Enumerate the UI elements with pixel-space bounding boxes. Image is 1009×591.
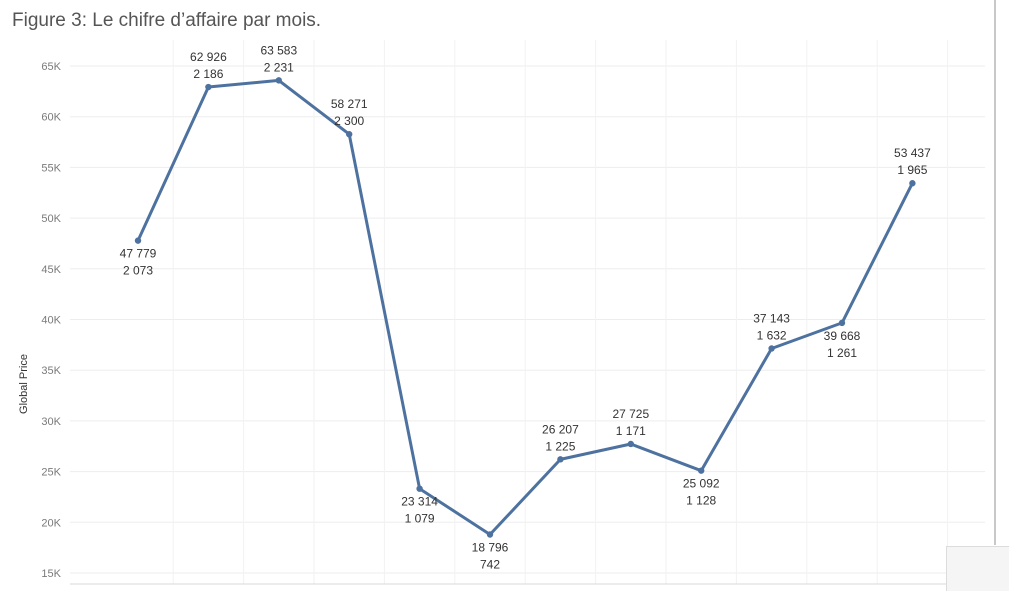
- data-label-count: 742: [480, 558, 500, 572]
- data-label-value: 62 926: [190, 50, 227, 64]
- y-tick-label: 40K: [41, 315, 61, 327]
- data-point: [275, 77, 282, 84]
- data-label-value: 18 796: [472, 541, 509, 555]
- y-tick-label: 60K: [41, 112, 61, 124]
- data-label-count: 1 225: [545, 439, 575, 453]
- data-label-count: 1 965: [897, 163, 927, 177]
- y-tick-label: 25K: [41, 467, 61, 479]
- data-point: [205, 83, 212, 91]
- y-tick-label: 15K: [41, 568, 61, 580]
- data-label-count: 1 632: [757, 328, 787, 342]
- chart-title: Figure 3: Le chifre d’affaire par mois.: [12, 10, 322, 31]
- y-tick-label: 45K: [41, 264, 61, 276]
- y-tick-label: 65K: [41, 61, 61, 73]
- data-label-count: 1 128: [686, 494, 716, 508]
- data-labels: 47 779 2 073 62 926 2 186 63 583 2 231 58 271 2…: [120, 43, 931, 571]
- y-axis: 15K 20K 25K 30K 35K 40K 45K 50K 55K 60K 65K: [41, 61, 985, 585]
- data-label-value: 39 668: [824, 329, 861, 343]
- data-label-count: 1 261: [827, 346, 857, 360]
- y-tick-label: 35K: [41, 365, 61, 377]
- series-line: [136, 78, 914, 536]
- scrollbar[interactable]: [994, 0, 996, 545]
- data-point: [698, 467, 705, 474]
- data-label-count: 1 171: [616, 424, 646, 438]
- data-point: [134, 237, 142, 244]
- data-label-count: 2 186: [193, 67, 223, 81]
- data-label-value: 26 207: [542, 422, 579, 436]
- data-point: [838, 319, 846, 327]
- data-point: [627, 440, 634, 448]
- data-point: [486, 531, 494, 538]
- data-label-value: 53 437: [894, 146, 931, 160]
- y-tick-label: 30K: [41, 416, 61, 428]
- data-label-value: 23 314: [401, 495, 438, 509]
- data-point: [909, 180, 916, 187]
- data-point: [768, 345, 775, 352]
- y-axis-title: Global Price: [18, 354, 30, 414]
- data-label-value: 27 725: [612, 407, 649, 421]
- data-label-count: 2 073: [123, 264, 153, 278]
- data-label-value: 63 583: [260, 43, 297, 57]
- data-label-value: 58 271: [331, 97, 368, 111]
- y-tick-label: 55K: [41, 162, 61, 174]
- data-label-count: 2 231: [264, 60, 294, 74]
- data-label-count: 1 079: [405, 512, 435, 526]
- y-tick-label: 50K: [41, 213, 61, 225]
- data-point: [346, 131, 353, 138]
- grid: [70, 40, 985, 584]
- thumbnail-panel: [946, 546, 1009, 591]
- data-label-value: 47 779: [120, 247, 157, 261]
- y-tick-label: 20K: [41, 517, 61, 529]
- series-global-price: [134, 77, 916, 538]
- data-point: [557, 456, 564, 463]
- data-point: [416, 485, 423, 492]
- data-label-value: 37 143: [753, 311, 790, 325]
- data-label-value: 25 092: [683, 477, 720, 491]
- data-label-count: 2 300: [334, 114, 364, 128]
